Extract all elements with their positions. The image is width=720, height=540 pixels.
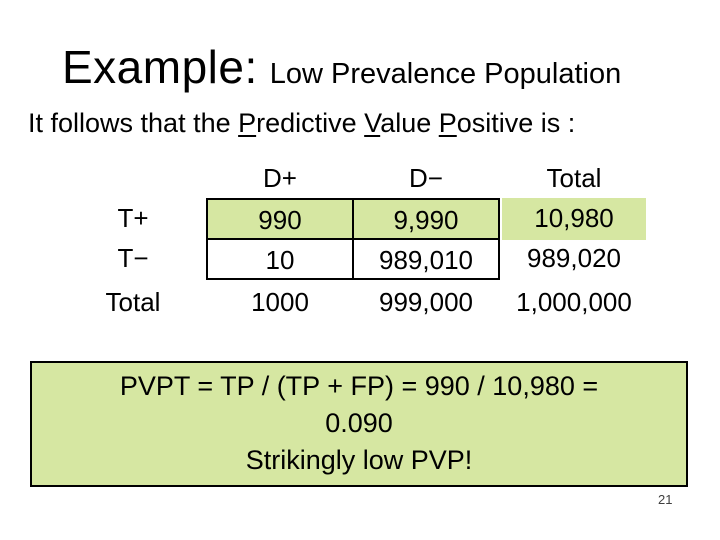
table-cell-tneg-total: 989,020 [527,243,621,273]
table-cell-tn: 989,010 [352,238,500,280]
row-header-total: Total [105,287,161,317]
underlined-letter: P [438,108,457,138]
pvp-value-line: 0.090 [325,408,393,438]
table-cell-grand-total: 1,000,000 [516,287,632,317]
row-header-t-negative: T− [117,243,149,273]
subtitle-text-segment: redictive [256,108,365,138]
underlined-letter: P [238,108,257,138]
page-number: 21 [658,492,673,507]
pvp-comment-line: Strikingly low PVP! [245,445,473,475]
column-header-total: Total [546,163,602,193]
slide-subtitle: It follows that the Predictive Value Pos… [28,108,575,139]
column-header-d-positive: D+ [263,163,297,193]
contingency-table: D+ D− Total T+ T− Total 990 9,990 10,980… [100,162,646,326]
table-cell-fp: 9,990 [352,198,500,240]
table-cell-tpos-total: 10,980 [502,198,646,240]
pvp-formula-line: PVPT = TP / (TP + FP) = 990 / 10,980 = [119,371,599,401]
column-header-d-negative: D− [409,163,443,193]
row-header-t-positive: T+ [117,203,149,233]
slide-title-main: Example: [62,41,258,93]
subtitle-text-segment: It follows that the [28,108,239,138]
slide-title: Example: Low Prevalence Population [62,40,621,94]
slide-title-sub: Low Prevalence Population [269,58,622,90]
table-cell-dpos-total: 1000 [251,287,309,317]
table-cell-tp: 990 [206,198,354,240]
table-cell-dneg-total: 999,000 [379,287,473,317]
subtitle-text-segment: alue [380,108,439,138]
table-cell-fn: 10 [206,238,354,280]
subtitle-text-segment: ositive is : [456,108,576,138]
pvp-result-box: PVPT = TP / (TP + FP) = 990 / 10,980 = 0… [30,361,688,487]
underlined-letter: V [364,108,381,138]
